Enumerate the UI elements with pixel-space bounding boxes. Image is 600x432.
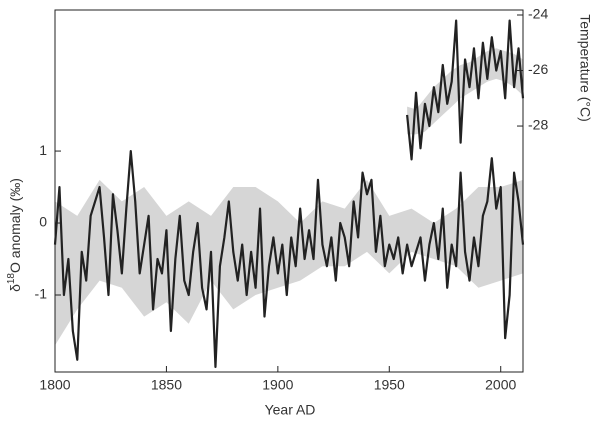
y-axis-label: δ18O anomaly (‰) bbox=[6, 178, 23, 292]
x-tick-label: 1800 bbox=[39, 377, 70, 393]
x-tick-label: 1900 bbox=[262, 377, 293, 393]
y-label-rest: O anomaly (‰) bbox=[7, 178, 23, 273]
x-tick-label: 2000 bbox=[485, 377, 516, 393]
y-tick-label: 1 bbox=[39, 142, 47, 158]
y-label-prefix: δ bbox=[7, 284, 23, 292]
x-axis-label: Year AD bbox=[265, 402, 316, 418]
y-tick-label: 0 bbox=[39, 214, 47, 230]
y2-tick-label: -24 bbox=[528, 6, 548, 22]
y2-axis-label: Temperature (°C) bbox=[577, 14, 593, 122]
data-line bbox=[406, 19, 525, 161]
x-tick-label: 1850 bbox=[151, 377, 182, 393]
data-line bbox=[53, 149, 525, 369]
plot-frame bbox=[54, 9, 524, 373]
y-label-sup: 18 bbox=[6, 273, 17, 285]
y-tick-label: -1 bbox=[35, 286, 48, 302]
uncertainty-band bbox=[407, 48, 523, 135]
y2-tick-label: -26 bbox=[528, 61, 548, 77]
x-tick-label: 1950 bbox=[374, 377, 405, 393]
y2-tick-label: -28 bbox=[528, 117, 548, 133]
